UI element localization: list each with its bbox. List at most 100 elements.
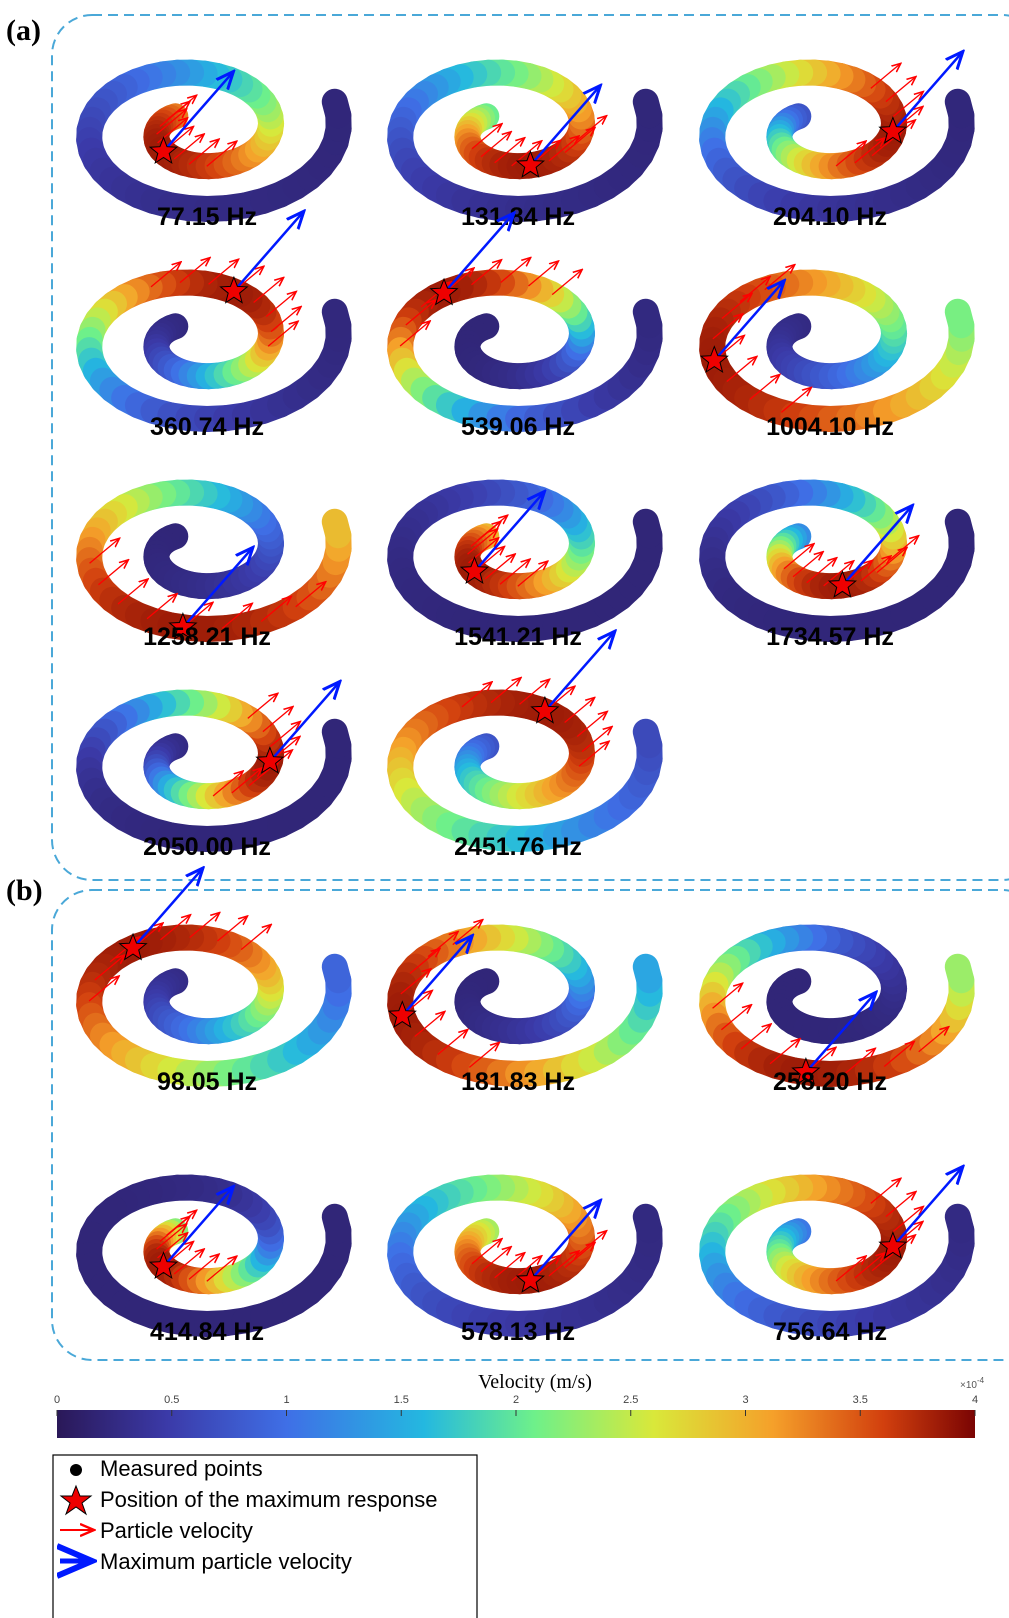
spiral-segment (321, 718, 352, 759)
mode-shape: 414.84 Hz (76, 1174, 352, 1346)
velocity-arrow (806, 558, 837, 584)
velocity-arrow (265, 291, 296, 317)
velocity-arrow (437, 1030, 468, 1056)
colorbar-tick-label: 1 (283, 1394, 289, 1406)
velocity-arrow (221, 603, 252, 629)
velocity-arrow (414, 1012, 445, 1038)
max-response-star (429, 277, 459, 306)
velocity-arrow (494, 1253, 525, 1279)
spiral-segment (632, 298, 663, 339)
max-response-star (530, 695, 560, 724)
velocity-arrow (548, 1251, 579, 1277)
frequency-label: 578.13 Hz (461, 1318, 575, 1346)
colorbar-tick-label: 0 (54, 1394, 60, 1406)
frequency-label: 1541.21 Hz (454, 623, 582, 651)
velocity-arrow (260, 596, 291, 622)
frequency-label: 2451.76 Hz (454, 833, 582, 861)
max-response-star (515, 149, 546, 178)
velocity-arrow (769, 1039, 800, 1065)
velocity-arrow (783, 544, 814, 570)
velocity-arrow (471, 260, 502, 286)
velocity-arrow (179, 258, 210, 284)
max-response-star (148, 136, 179, 165)
velocity-arrow (835, 141, 866, 167)
spiral-segment (632, 718, 663, 759)
mode-shapes: 77.15 Hz 131.84 Hz 204.10 Hz 360.74 Hz 539.0… (76, 52, 975, 1346)
velocity-arrow (576, 711, 607, 737)
velocity-arrow (270, 307, 301, 333)
colorbar-tick-label: 3 (742, 1394, 748, 1406)
velocity-arrow (517, 561, 548, 587)
exponent: -4 (977, 1376, 985, 1385)
velocity-arrow (156, 1224, 187, 1250)
mode-shape: 1734.57 Hz (699, 479, 975, 651)
mode-shape: 77.15 Hz (76, 59, 352, 231)
spiral-segment (632, 1203, 663, 1244)
velocity-arrow (500, 258, 531, 284)
velocity-arrow (876, 548, 907, 574)
spiral-segment (944, 508, 975, 549)
velocity-arrow (188, 1254, 219, 1280)
velocity-arrow (519, 679, 550, 705)
max-response-star (878, 116, 908, 144)
colorbar-tick-label: 2 (513, 1394, 519, 1406)
velocity-arrow (212, 771, 243, 797)
velocity-arrow (160, 915, 191, 941)
velocity-arrow (89, 538, 120, 564)
velocity-arrow (564, 697, 595, 723)
mode-shape: 204.10 Hz (699, 52, 975, 231)
legend-marker (59, 1484, 93, 1516)
velocity-arrow (870, 1178, 901, 1204)
velocity-arrow (253, 277, 284, 303)
velocity-arrow (870, 63, 901, 89)
velocity-arrow (740, 1024, 771, 1050)
max-velocity-arrow (162, 72, 233, 153)
velocity-arrow (581, 727, 612, 753)
velocity-arrow (461, 682, 492, 708)
velocity-arrow (240, 925, 271, 951)
velocity-arrow (409, 949, 440, 975)
max-velocity-arrow (162, 1187, 233, 1268)
max-velocity-arrow (804, 992, 876, 1074)
spiral-segment (944, 298, 975, 339)
max-response-star (699, 345, 729, 374)
mode-shape: 1541.21 Hz (387, 479, 663, 651)
frequency-label: 539.06 Hz (461, 413, 575, 441)
frequency-label: 98.05 Hz (157, 1068, 257, 1096)
mode-shape: 131.84 Hz (387, 59, 663, 231)
velocity-arrow (528, 261, 558, 287)
spiral-segment (944, 88, 975, 129)
spiral-segment (321, 1203, 352, 1244)
mode-shape: 578.13 Hz (387, 1174, 663, 1346)
velocity-arrow (564, 1243, 595, 1269)
velocity-arrow (551, 270, 582, 296)
max-response-star (255, 746, 285, 774)
frequency-label: 360.74 Hz (150, 413, 264, 441)
colorbar-tick-label: 4 (972, 1394, 978, 1406)
velocity-arrow (576, 116, 607, 142)
velocity-arrow (231, 768, 262, 794)
velocity-arrow (883, 1041, 914, 1067)
velocity-arrow (399, 321, 430, 347)
max-velocity-arrow (181, 547, 253, 629)
max-response-star (219, 275, 249, 304)
frequency-label: 181.83 Hz (461, 1068, 575, 1096)
mode-shape: 258.20 Hz (699, 924, 975, 1096)
legend-entry: Maximum particle velocity (100, 1549, 352, 1574)
colorbar-tick-label: 3.5 (853, 1394, 868, 1406)
velocity-arrow (712, 983, 743, 1009)
max-velocity-arrow (401, 936, 472, 1017)
legend-marker (70, 1464, 82, 1476)
velocity-arrow (721, 294, 752, 320)
mode-shape: 2451.76 Hz (387, 631, 663, 861)
colorbar-tick-label: 0.5 (164, 1394, 179, 1406)
spiral-segment (632, 88, 663, 129)
max-response-star (118, 932, 148, 961)
spiral-segment (321, 298, 352, 339)
velocity-arrow (511, 141, 542, 167)
velocity-arrow (94, 955, 125, 981)
velocity-arrow (918, 1027, 949, 1053)
velocity-arrow (892, 92, 923, 118)
frequency-label: 756.64 Hz (773, 1318, 887, 1346)
